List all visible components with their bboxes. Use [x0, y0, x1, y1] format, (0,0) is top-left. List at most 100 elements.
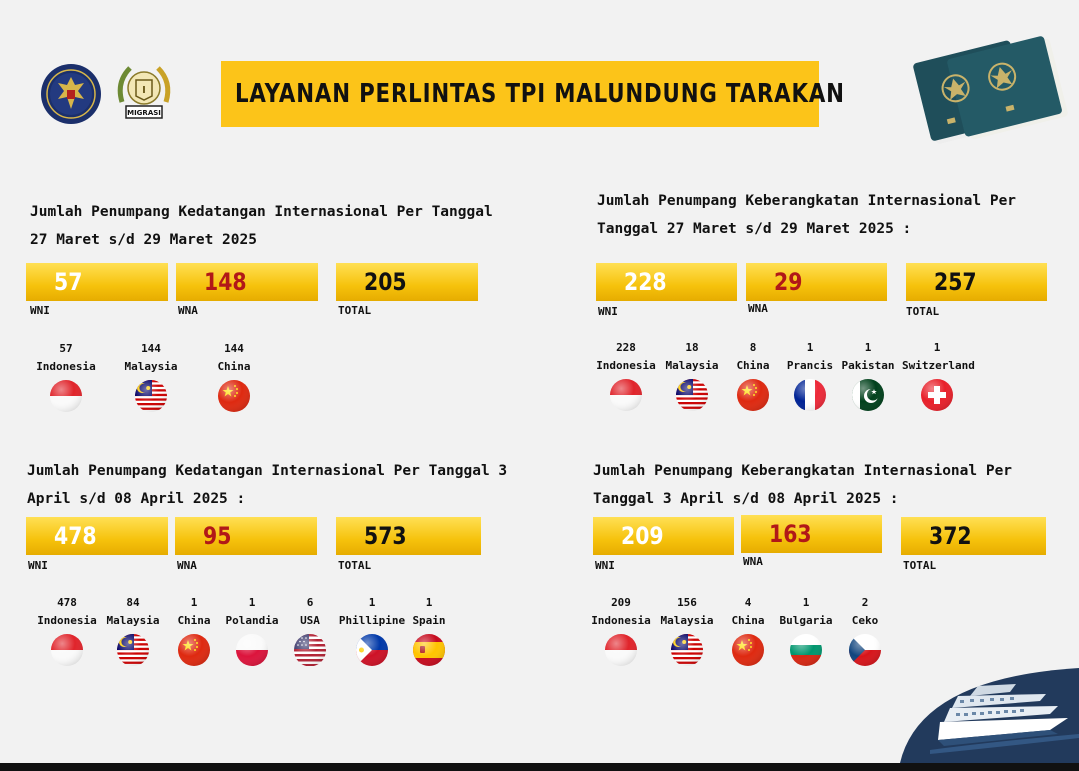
country-name: China	[217, 360, 251, 373]
china-flag-icon	[737, 379, 769, 411]
france-flag-icon	[794, 379, 826, 411]
country-name: Indonesia	[591, 614, 651, 627]
total-box: 257	[906, 263, 1047, 301]
total-box: 372	[901, 517, 1046, 555]
total-label: TOTAL	[906, 305, 940, 318]
indonesia-flag-icon	[51, 634, 83, 666]
section-arrival-march: Jumlah Penumpang Kedatangan Internasiona…	[26, 198, 500, 428]
bottom-bar	[0, 763, 1079, 771]
country-name: Indonesia	[596, 359, 656, 372]
country-count: 4	[744, 596, 752, 609]
section-departure-march: Jumlah Penumpang Keberangkatan Internasi…	[596, 187, 1067, 427]
switzerland-flag-icon	[921, 379, 953, 411]
total-value: 573	[364, 522, 407, 550]
country-switzerland: 1 Switzerland	[902, 339, 975, 411]
country-count: 1	[190, 596, 198, 609]
section-departure-april: Jumlah Penumpang Keberangkatan Internasi…	[591, 457, 1063, 687]
wni-box: 209	[593, 517, 734, 555]
country-pakistan: 1 Pakistan	[833, 339, 903, 411]
section-title-line1: Jumlah Penumpang Keberangkatan Internasi…	[593, 463, 1013, 479]
passport-illustration	[905, 28, 1075, 158]
china-flag-icon	[218, 380, 250, 412]
czech-flag-icon	[849, 634, 881, 666]
country-count: 478	[57, 596, 77, 609]
country-china: 144 China	[199, 340, 269, 412]
section-title: Jumlah Penumpang Kedatangan Internasiona…	[30, 198, 590, 254]
country-count: 228	[616, 341, 636, 354]
country-count: 1	[425, 596, 433, 609]
bulgaria-flag-icon	[790, 634, 822, 666]
country-indonesia: 228 Indonesia	[591, 339, 661, 411]
country-name: Malaysia	[106, 614, 160, 627]
indonesia-flag-icon	[610, 379, 642, 411]
country-count: 209	[611, 596, 631, 609]
country-malaysia: 144 Malaysia	[116, 340, 186, 412]
country-polandia: 1 Polandia	[217, 594, 287, 666]
country-china: 4 China	[713, 594, 783, 666]
section-title: Jumlah Penumpang Keberangkatan Internasi…	[593, 457, 1079, 513]
malaysia-flag-icon	[671, 634, 703, 666]
country-count: 156	[677, 596, 697, 609]
total-label: TOTAL	[338, 304, 372, 317]
country-spain: 1 Spain	[394, 594, 464, 666]
wni-label: WNI	[598, 305, 618, 318]
country-count: 8	[749, 341, 757, 354]
section-title-line2: Tanggal 3 April s/d 08 April 2025 :	[593, 491, 899, 507]
country-name: USA	[300, 614, 320, 627]
philippines-flag-icon	[356, 634, 388, 666]
imigrasi-logo-text: MIGRASI	[127, 109, 161, 117]
country-name: Phillipine	[338, 614, 406, 627]
country-malaysia: 18 Malaysia	[657, 339, 727, 411]
country-count: 1	[864, 341, 872, 354]
country-count: 57	[59, 342, 73, 355]
section-title-line2: April s/d 08 April 2025 :	[27, 491, 246, 507]
wni-box: 228	[596, 263, 737, 301]
wni-value: 228	[624, 268, 667, 296]
country-name: China	[731, 614, 765, 627]
page-title: LAYANAN PERLINTAS TPI MALUNDUNG TARAKAN	[235, 79, 845, 109]
wni-value: 57	[54, 268, 83, 296]
country-count: 1	[368, 596, 376, 609]
country-name: Bulgaria	[779, 614, 833, 627]
country-bulgaria: 1 Bulgaria	[771, 594, 841, 666]
poland-flag-icon	[236, 634, 268, 666]
wni-box: 57	[26, 263, 168, 301]
country-name: China	[736, 359, 770, 372]
wna-label: WNA	[748, 302, 768, 315]
indonesia-flag-icon	[50, 380, 82, 412]
total-box: 573	[336, 517, 481, 555]
indonesia-flag-icon	[605, 634, 637, 666]
usa-flag-icon	[294, 634, 326, 666]
total-value: 205	[364, 268, 407, 296]
malaysia-flag-icon	[135, 380, 167, 412]
country-count: 144	[141, 342, 161, 355]
country-name: Pakistan	[841, 359, 895, 372]
malaysia-flag-icon	[676, 379, 708, 411]
ship-illustration	[900, 668, 1079, 768]
wni-value: 209	[621, 522, 664, 550]
wni-value: 478	[54, 522, 97, 550]
country-count: 18	[685, 341, 699, 354]
country-name: China	[177, 614, 211, 627]
country-name: Malaysia	[665, 359, 719, 372]
country-count: 6	[306, 596, 314, 609]
spain-flag-icon	[413, 634, 445, 666]
country-china: 1 China	[159, 594, 229, 666]
wna-value: 29	[774, 268, 803, 296]
country-name: Ceko	[851, 614, 879, 627]
country-name: Polandia	[225, 614, 279, 627]
wni-label: WNI	[30, 304, 50, 317]
country-count: 1	[806, 341, 814, 354]
country-malaysia: 156 Malaysia	[652, 594, 722, 666]
imigrasi-logo: I MIGRASI	[112, 62, 176, 129]
country-name: Switzerland	[902, 359, 975, 372]
section-title-line1: Jumlah Penumpang Kedatangan Internasiona…	[30, 204, 493, 220]
svg-text:I: I	[142, 85, 146, 96]
wni-label: WNI	[595, 559, 615, 572]
total-label: TOTAL	[338, 559, 372, 572]
country-name: Prancis	[786, 359, 834, 372]
wna-box: 29	[746, 263, 887, 301]
pakistan-flag-icon	[852, 379, 884, 411]
country-indonesia: 209 Indonesia	[586, 594, 656, 666]
country-count: 1	[933, 341, 941, 354]
